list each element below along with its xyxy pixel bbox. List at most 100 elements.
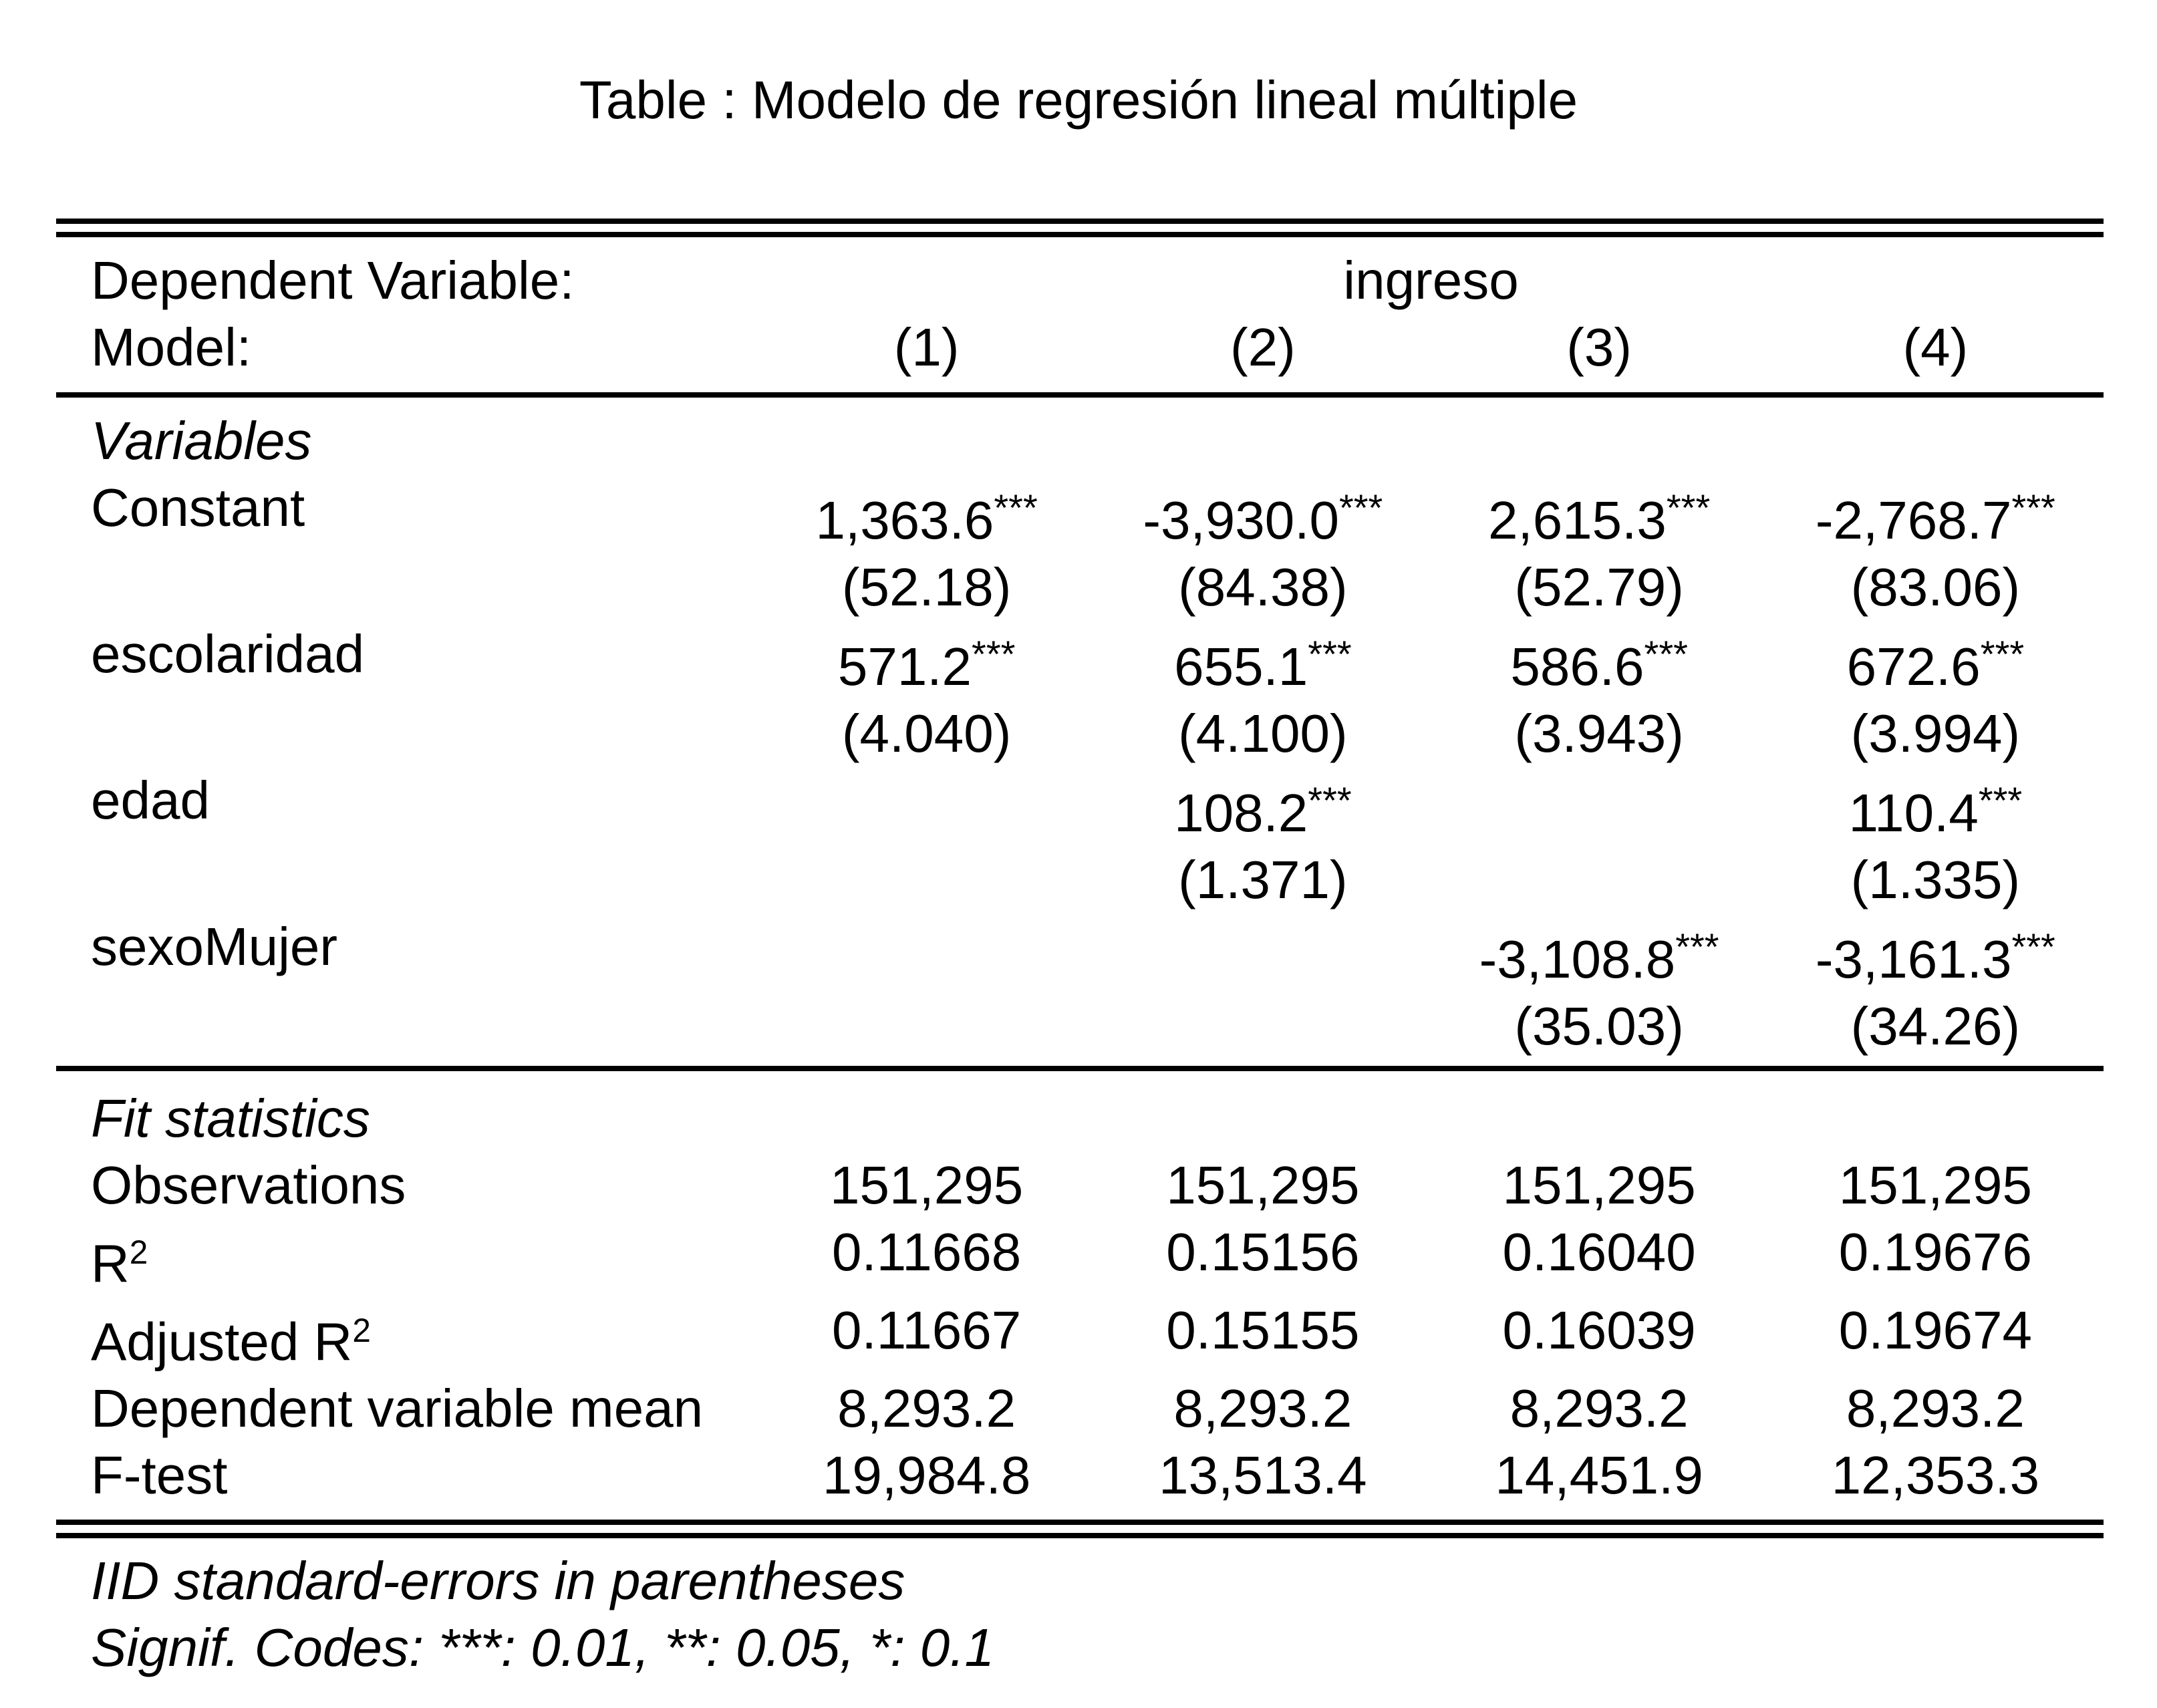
standard-error — [1095, 993, 1431, 1060]
coef-estimate: 672.6*** — [1767, 621, 2104, 700]
footnote-standard-errors: IID standard-errors in parentheses — [91, 1551, 905, 1611]
coef-name-constant: Constant — [91, 478, 305, 537]
coef-estimate: -3,161.3*** — [1767, 913, 2104, 993]
fit-row-adjusted-r2: Adjusted R2 0.11667 0.15155 0.16039 0.19… — [56, 1297, 2104, 1375]
standard-error — [758, 993, 1095, 1060]
fit-stat-value: 0.11668 — [832, 1222, 1022, 1282]
fit-stat-value: 0.11667 — [832, 1300, 1022, 1360]
regression-table: Dependent Variable: ingreso Model: (1) (… — [56, 219, 2104, 1539]
estimate-value: -2,768.7 — [1815, 490, 2012, 550]
fit-stat-value: 14,451.9 — [1495, 1445, 1703, 1506]
variables-section-label: Variables — [91, 411, 312, 470]
fit-stat-value: 0.16040 — [1502, 1222, 1696, 1282]
fit-stat-name: Dependent variable mean — [91, 1379, 704, 1439]
coef-estimate: 1,363.6*** — [758, 474, 1095, 554]
estimate-value: 110.4 — [1848, 782, 1979, 843]
fit-stat-name: R2 — [56, 1219, 758, 1297]
r2-exponent: 2 — [129, 1233, 148, 1271]
fit-stat-value: 151,295 — [1838, 1155, 2032, 1215]
significance-stars: *** — [2011, 925, 2055, 968]
coef-estimate: 110.4*** — [1767, 767, 2104, 847]
fit-stat-value: 12,353.3 — [1831, 1445, 2040, 1506]
se-spacer — [56, 700, 758, 767]
coef-name-escolaridad: escolaridad — [91, 623, 365, 684]
significance-stars: *** — [1308, 632, 1352, 675]
standard-error: (4.100) — [1178, 703, 1348, 763]
bottom-double-rule — [56, 1520, 2104, 1539]
significance-stars: *** — [1978, 778, 2023, 821]
se-row-sexomujer: (35.03) (34.26) — [56, 993, 2104, 1060]
table-header: Dependent Variable: ingreso Model: (1) (… — [56, 247, 2104, 381]
standard-error: (1.371) — [1178, 849, 1348, 909]
se-spacer — [56, 554, 758, 621]
fit-stat-value: 151,295 — [1502, 1155, 1696, 1215]
standard-error: (3.994) — [1850, 703, 2021, 763]
significance-stars: *** — [1308, 778, 1352, 821]
se-row-edad: (1.371) (1.335) — [56, 847, 2104, 913]
standard-error: (83.06) — [1850, 557, 2021, 617]
model-number-4: (4) — [1902, 317, 1969, 377]
standard-error: (3.943) — [1514, 703, 1684, 763]
coef-estimate — [1431, 767, 1767, 847]
estimate-value: 586.6 — [1510, 636, 1644, 696]
standard-error: (1.335) — [1850, 849, 2021, 909]
adjusted-r2-label: Adjusted R — [91, 1312, 353, 1372]
top-double-rule — [56, 219, 2104, 237]
fit-stat-name: F-test — [91, 1445, 228, 1506]
adjusted-r2-exponent: 2 — [352, 1311, 371, 1349]
header-row-dependent-variable: Dependent Variable: ingreso — [56, 247, 2104, 314]
estimate-value: 1,363.6 — [815, 490, 994, 550]
standard-error: (52.18) — [841, 557, 1012, 617]
estimate-value: 2,615.3 — [1487, 490, 1667, 550]
r2-label: R — [91, 1233, 130, 1293]
table-footnotes: IID standard-errors in parentheses Signi… — [56, 1548, 2157, 1681]
variables-section-header: Variables — [56, 408, 2104, 474]
estimate-value: 672.6 — [1846, 636, 1981, 696]
standard-error — [1431, 847, 1767, 913]
coef-estimate: 586.6*** — [1431, 621, 1767, 700]
coef-estimate: 2,615.3*** — [1431, 474, 1767, 554]
footnote-significance-codes: Signif. Codes: ***: 0.01, **: 0.05, *: 0… — [91, 1618, 994, 1678]
significance-stars: *** — [1980, 632, 2025, 675]
dependent-variable-label: Dependent Variable: — [91, 251, 575, 310]
significance-stars: *** — [1338, 486, 1383, 529]
significance-stars: *** — [994, 486, 1038, 529]
fit-stat-value: 13,513.4 — [1159, 1445, 1367, 1506]
significance-stars: *** — [2011, 486, 2055, 529]
coef-estimate: 571.2*** — [758, 621, 1095, 700]
estimate-value: 108.2 — [1174, 782, 1308, 843]
coef-name-sexomujer: sexoMujer — [91, 916, 338, 976]
standard-error: (34.26) — [1850, 996, 2021, 1056]
model-label: Model: — [91, 317, 252, 377]
fit-stat-value: 151,295 — [1166, 1155, 1360, 1215]
coef-estimate: -2,768.7*** — [1767, 474, 2104, 554]
fit-stat-value: 0.15155 — [1166, 1300, 1360, 1360]
standard-error: (35.03) — [1514, 996, 1684, 1056]
coef-row-sexomujer: sexoMujer -3,108.8*** -3,161.3*** — [56, 913, 2104, 993]
standard-error: (4.040) — [841, 703, 1012, 763]
coef-estimate: 108.2*** — [1095, 767, 1431, 847]
coef-row-edad: edad 108.2*** 110.4*** — [56, 767, 2104, 847]
fit-row-f-test: F-test 19,984.8 13,513.4 14,451.9 12,353… — [56, 1442, 2104, 1509]
header-row-model: Model: (1) (2) (3) (4) — [56, 314, 2104, 381]
fit-stat-value: 0.15156 — [1166, 1222, 1360, 1282]
fit-statistics-section: Fit statistics Observations 151,295 151,… — [56, 1085, 2104, 1510]
model-number-3: (3) — [1566, 317, 1632, 377]
fit-row-r2: R2 0.11668 0.15156 0.16040 0.19676 — [56, 1219, 2104, 1297]
variables-fit-rule — [56, 1065, 2104, 1071]
fit-stat-value: 8,293.2 — [837, 1379, 1016, 1439]
fit-stat-value: 151,295 — [830, 1155, 1024, 1215]
se-spacer — [56, 993, 758, 1060]
dependent-variable-value: ingreso — [1343, 251, 1519, 310]
fit-stat-name: Observations — [91, 1155, 406, 1215]
fit-stat-name: Adjusted R2 — [56, 1297, 758, 1375]
fit-stat-value: 0.16039 — [1502, 1300, 1696, 1360]
coef-estimate: 655.1*** — [1095, 621, 1431, 700]
estimate-value: 655.1 — [1174, 636, 1308, 696]
significance-stars: *** — [1675, 925, 1719, 968]
estimate-value: -3,161.3 — [1815, 929, 2012, 989]
se-row-constant: (52.18) (84.38) (52.79) (83.06) — [56, 554, 2104, 621]
fit-stat-value: 0.19674 — [1838, 1300, 2032, 1360]
coef-estimate — [758, 913, 1095, 993]
header-rule — [56, 392, 2104, 398]
